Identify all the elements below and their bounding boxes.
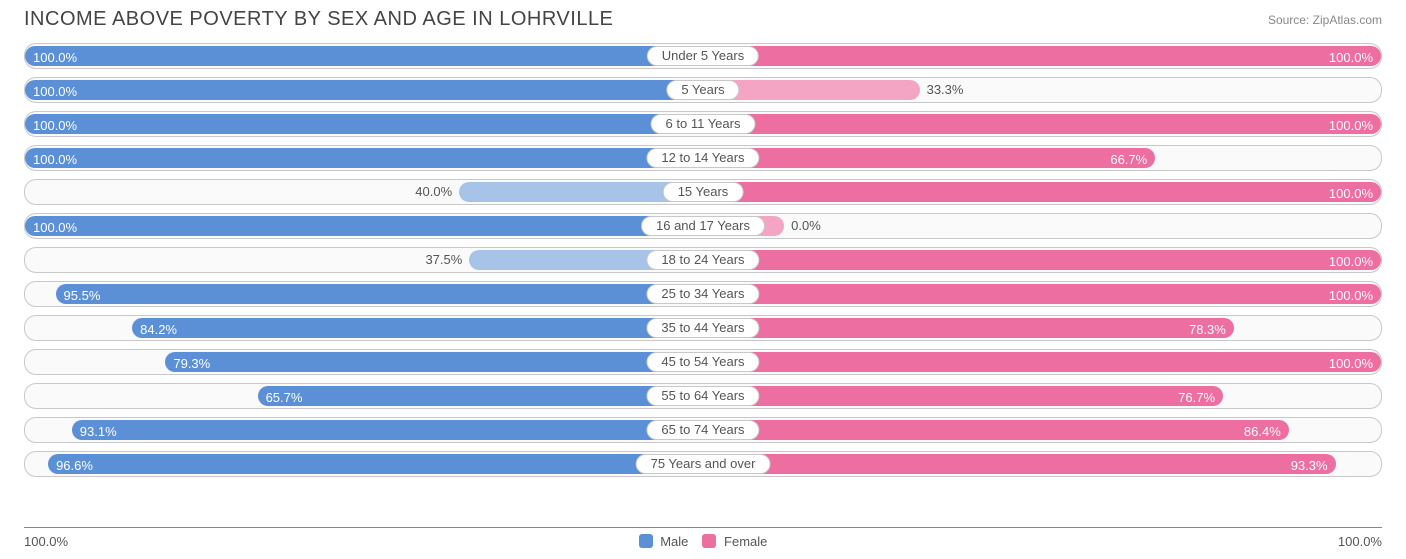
female-bar: 100.0% — [703, 250, 1381, 270]
female-value-label: 100.0% — [1329, 114, 1373, 138]
category-label: 75 Years and over — [636, 454, 771, 474]
female-bar: 66.7% — [703, 148, 1155, 168]
male-value-label: 40.0% — [415, 180, 452, 204]
legend-female: Female — [702, 534, 767, 549]
chart-row: 100.0%100.0%6 to 11 Years — [24, 111, 1382, 137]
legend: Male Female — [639, 534, 768, 549]
male-bar: 65.7% — [258, 386, 703, 406]
female-value-label: 78.3% — [1189, 318, 1226, 342]
male-value-label: 37.5% — [425, 248, 462, 272]
female-value-label: 0.0% — [791, 214, 821, 238]
female-bar: 78.3% — [703, 318, 1234, 338]
category-label: 25 to 34 Years — [646, 284, 759, 304]
female-value-label: 100.0% — [1329, 284, 1373, 308]
female-value-label: 66.7% — [1110, 148, 1147, 172]
chart-row: 100.0% 0.0% 16 and 17 Years — [24, 213, 1382, 239]
male-bar: 79.3% — [165, 352, 703, 372]
male-value-label: 96.6% — [56, 454, 93, 478]
category-label: 35 to 44 Years — [646, 318, 759, 338]
male-value-label: 84.2% — [140, 318, 177, 342]
female-bar: 100.0% — [703, 46, 1381, 66]
legend-male-label: Male — [660, 534, 688, 549]
chart-header: INCOME ABOVE POVERTY BY SEX AND AGE IN L… — [0, 0, 1406, 35]
chart-body: 100.0%100.0%Under 5 Years100.0%33.3%5 Ye… — [0, 35, 1406, 477]
female-bar: 100.0% — [703, 352, 1381, 372]
axis-left-max: 100.0% — [24, 534, 68, 549]
male-value-label: 79.3% — [173, 352, 210, 376]
chart-row: 95.5%100.0%25 to 34 Years — [24, 281, 1382, 307]
male-value-label: 100.0% — [33, 46, 77, 70]
female-value-label: 100.0% — [1329, 182, 1373, 206]
category-label: 55 to 64 Years — [646, 386, 759, 406]
category-label: Under 5 Years — [647, 46, 759, 66]
category-label: 45 to 54 Years — [646, 352, 759, 372]
female-bar: 100.0% — [703, 114, 1381, 134]
male-value-label: 100.0% — [33, 148, 77, 172]
male-bar: 100.0% — [25, 216, 703, 236]
chart-title: INCOME ABOVE POVERTY BY SEX AND AGE IN L… — [24, 8, 613, 31]
chart-row: 100.0%66.7%12 to 14 Years — [24, 145, 1382, 171]
category-label: 18 to 24 Years — [646, 250, 759, 270]
chart-row: 84.2%78.3%35 to 44 Years — [24, 315, 1382, 341]
female-value-label: 76.7% — [1178, 386, 1215, 410]
chart-row: 93.1%86.4%65 to 74 Years — [24, 417, 1382, 443]
female-value-label: 93.3% — [1291, 454, 1328, 478]
category-label: 15 Years — [663, 182, 744, 202]
male-bar: 100.0% — [25, 46, 703, 66]
male-value-label: 100.0% — [33, 216, 77, 240]
axis-right-max: 100.0% — [1338, 534, 1382, 549]
male-bar: 100.0% — [25, 114, 703, 134]
male-bar: 84.2% — [132, 318, 703, 338]
female-value-label: 100.0% — [1329, 352, 1373, 376]
male-bar: 96.6% — [48, 454, 703, 474]
female-value-label: 100.0% — [1329, 250, 1373, 274]
male-value-label: 100.0% — [33, 80, 77, 104]
chart-row: 100.0% 33.3% 5 Years — [24, 77, 1382, 103]
female-value-label: 100.0% — [1329, 46, 1373, 70]
female-bar: 100.0% — [703, 284, 1381, 304]
chart-row: 65.7%76.7%55 to 64 Years — [24, 383, 1382, 409]
male-bar: 100.0% — [25, 80, 703, 100]
male-value-label: 100.0% — [33, 114, 77, 138]
chart-row: 40.0%100.0%15 Years — [24, 179, 1382, 205]
chart-row: 37.5%100.0%18 to 24 Years — [24, 247, 1382, 273]
category-label: 6 to 11 Years — [651, 114, 756, 134]
legend-female-swatch — [702, 534, 716, 548]
chart-row: 96.6%93.3%75 Years and over — [24, 451, 1382, 477]
category-label: 16 and 17 Years — [641, 216, 765, 236]
category-label: 65 to 74 Years — [646, 420, 759, 440]
female-bar: 76.7% — [703, 386, 1223, 406]
male-bar: 100.0% — [25, 148, 703, 168]
chart-row: 79.3%100.0%45 to 54 Years — [24, 349, 1382, 375]
legend-male: Male — [639, 534, 689, 549]
legend-female-label: Female — [724, 534, 767, 549]
female-bar: 93.3% — [703, 454, 1336, 474]
male-value-label: 95.5% — [64, 284, 101, 308]
chart-source: Source: ZipAtlas.com — [1268, 13, 1382, 27]
female-value-label: 86.4% — [1244, 420, 1281, 444]
legend-male-swatch — [639, 534, 653, 548]
female-bar: 100.0% — [703, 182, 1381, 202]
male-value-label: 65.7% — [266, 386, 303, 410]
female-bar: 86.4% — [703, 420, 1289, 440]
male-bar: 93.1% — [72, 420, 703, 440]
female-value-label: 33.3% — [927, 78, 964, 102]
category-label: 5 Years — [666, 80, 739, 100]
chart-row: 100.0%100.0%Under 5 Years — [24, 43, 1382, 69]
male-bar: 95.5% — [56, 284, 703, 304]
category-label: 12 to 14 Years — [646, 148, 759, 168]
male-value-label: 93.1% — [80, 420, 117, 444]
chart-footer: 100.0% Male Female 100.0% — [24, 527, 1382, 549]
